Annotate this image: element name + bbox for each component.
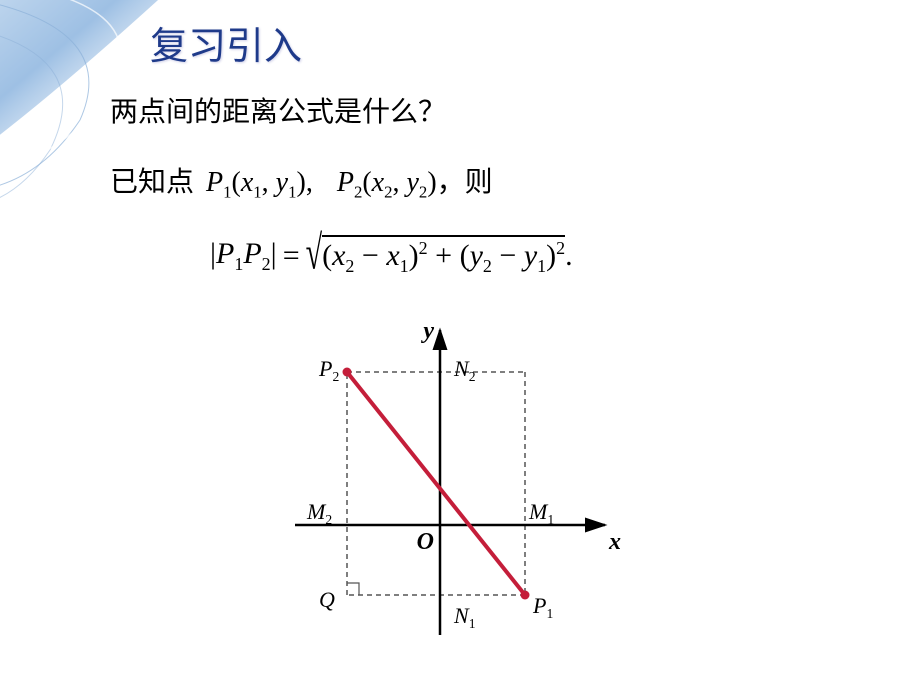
question-text: 两点间的距离公式是什么？ [110, 90, 446, 130]
then-text: ，则 [437, 160, 493, 200]
title-text: 复习引入 [150, 26, 302, 68]
coordinate-diagram: y x O P2 P1 N2 N1 M1 M2 Q [250, 310, 670, 680]
svg-text:M1: M1 [528, 499, 554, 527]
svg-text:N1: N1 [453, 603, 476, 631]
distance-formula: |P1P2| = √(x2 − x1)2 + (y2 − y1)2. [210, 235, 573, 277]
svg-text:Q: Q [319, 587, 335, 612]
svg-text:P2: P2 [318, 356, 339, 384]
svg-text:y: y [420, 318, 434, 344]
formula-rhs: √(x2 − x1)2 + (y2 − y1)2. [306, 235, 573, 277]
slide-title: 复习引入 [150, 15, 302, 70]
formula-lhs: |P1P2| [210, 237, 277, 275]
svg-text:O: O [417, 529, 434, 555]
equals-sign: = [283, 239, 300, 273]
given-prefix: 已知点 [110, 160, 194, 200]
point-p1: P1(x1, y1), [206, 167, 313, 203]
svg-text:N2: N2 [453, 356, 476, 384]
svg-text:x: x [608, 529, 621, 555]
svg-text:M2: M2 [306, 499, 332, 527]
svg-text:P1: P1 [532, 593, 553, 621]
given-line: 已知点 P1(x1, y1), P2(x2, y2) ，则 [110, 160, 493, 203]
point-p2: P2(x2, y2) [337, 167, 437, 203]
